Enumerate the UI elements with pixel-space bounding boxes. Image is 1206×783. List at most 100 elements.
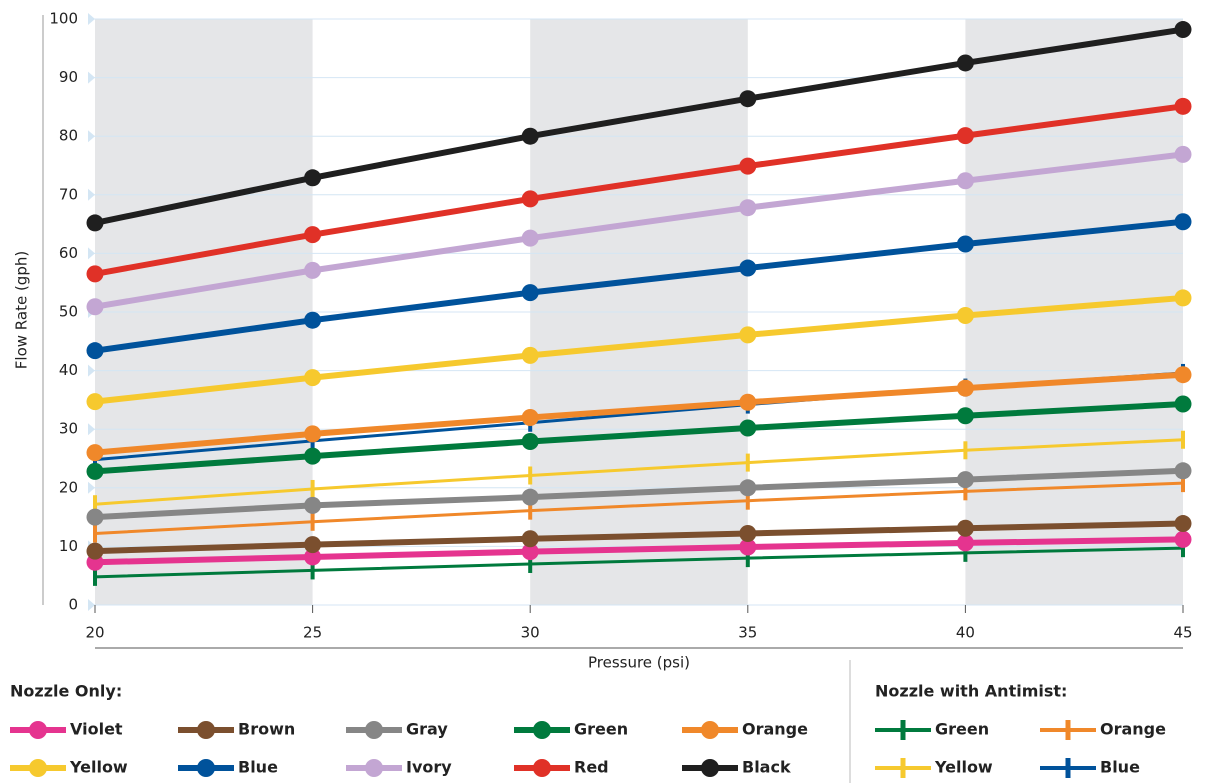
point bbox=[86, 265, 104, 283]
point bbox=[86, 214, 104, 232]
legend-label: Black bbox=[742, 758, 791, 777]
point bbox=[956, 471, 974, 489]
legend-label: Violet bbox=[70, 720, 123, 739]
series-line bbox=[94, 467, 1184, 521]
point bbox=[304, 536, 322, 554]
point bbox=[521, 433, 539, 451]
point bbox=[739, 199, 757, 217]
y-tick-mark bbox=[88, 71, 95, 84]
legend-title: Nozzle with Antimist: bbox=[875, 682, 1067, 701]
series-line bbox=[94, 481, 1184, 536]
point bbox=[739, 538, 757, 556]
point bbox=[739, 90, 757, 108]
point bbox=[521, 229, 539, 247]
y-tick-label: 80 bbox=[59, 127, 78, 145]
legend-label: Orange bbox=[1100, 720, 1166, 739]
y-tick-label: 10 bbox=[59, 537, 78, 555]
y-tick-label: 20 bbox=[59, 478, 78, 496]
y-tick-label: 40 bbox=[59, 361, 78, 379]
point bbox=[956, 379, 974, 397]
y-tick-mark bbox=[88, 481, 95, 494]
x-tick-label: 20 bbox=[85, 624, 104, 642]
x-axis-title: Pressure (psi) bbox=[588, 654, 690, 672]
point bbox=[739, 525, 757, 543]
legend-label: Green bbox=[935, 720, 989, 739]
series-line bbox=[94, 26, 1184, 226]
series-line bbox=[94, 438, 1184, 506]
point bbox=[956, 172, 974, 190]
point bbox=[956, 54, 974, 72]
point bbox=[304, 311, 322, 329]
series-line bbox=[94, 103, 1184, 277]
point bbox=[956, 307, 974, 325]
x-tick-label: 40 bbox=[956, 624, 975, 642]
legend-swatch bbox=[29, 759, 47, 777]
legend-swatch bbox=[365, 759, 383, 777]
y-tick-label: 0 bbox=[68, 596, 78, 614]
x-tick-label: 35 bbox=[738, 624, 757, 642]
point bbox=[86, 462, 104, 480]
legend-label: Gray bbox=[406, 720, 448, 739]
point bbox=[739, 326, 757, 344]
point bbox=[739, 157, 757, 175]
y-tick-mark bbox=[88, 13, 95, 25]
y-tick-mark bbox=[88, 599, 95, 611]
legend-swatch bbox=[29, 721, 47, 739]
point bbox=[304, 369, 322, 387]
series-line bbox=[94, 294, 1184, 405]
legend-label: Blue bbox=[238, 758, 278, 777]
point bbox=[739, 393, 757, 411]
point bbox=[521, 408, 539, 426]
point bbox=[304, 496, 322, 514]
point bbox=[86, 298, 104, 316]
point bbox=[521, 530, 539, 548]
y-tick-mark bbox=[88, 423, 95, 436]
point bbox=[956, 127, 974, 145]
point bbox=[956, 235, 974, 253]
point bbox=[304, 425, 322, 443]
series-line bbox=[94, 371, 1184, 456]
x-tick-label: 25 bbox=[303, 624, 322, 642]
point bbox=[521, 127, 539, 145]
x-tick-label: 30 bbox=[521, 624, 540, 642]
legend-swatch bbox=[197, 759, 215, 777]
point bbox=[1174, 530, 1192, 548]
legend-swatch bbox=[701, 759, 719, 777]
point bbox=[739, 259, 757, 277]
legend-label: Brown bbox=[238, 720, 295, 739]
legend-label: Ivory bbox=[406, 758, 452, 777]
point bbox=[1174, 145, 1192, 163]
legend-label: Orange bbox=[742, 720, 808, 739]
point bbox=[1174, 21, 1192, 39]
legend-label: Red bbox=[574, 758, 609, 777]
y-tick-mark bbox=[88, 247, 95, 260]
y-tick-label: 90 bbox=[59, 68, 78, 86]
series-line bbox=[94, 151, 1184, 310]
x-tick-label: 45 bbox=[1173, 624, 1192, 642]
series-line bbox=[94, 520, 1184, 555]
point bbox=[956, 534, 974, 552]
point bbox=[1174, 213, 1192, 231]
legend-swatch bbox=[701, 721, 719, 739]
point bbox=[739, 479, 757, 497]
legend-swatch bbox=[533, 759, 551, 777]
point bbox=[956, 407, 974, 425]
point bbox=[521, 543, 539, 561]
series-line bbox=[94, 401, 1184, 475]
point bbox=[1174, 366, 1192, 384]
point bbox=[86, 342, 104, 360]
point bbox=[1174, 289, 1192, 307]
legend-swatch bbox=[197, 721, 215, 739]
legend-title: Nozzle Only: bbox=[10, 682, 122, 701]
point bbox=[304, 169, 322, 187]
y-tick-label: 60 bbox=[59, 244, 78, 262]
legend-label: Yellow bbox=[69, 758, 128, 777]
y-tick-mark bbox=[88, 364, 95, 377]
series-line bbox=[94, 546, 1184, 579]
point bbox=[956, 519, 974, 537]
y-tick-label: 100 bbox=[49, 10, 78, 28]
legend-swatch bbox=[533, 721, 551, 739]
point bbox=[304, 261, 322, 279]
point bbox=[86, 444, 104, 462]
